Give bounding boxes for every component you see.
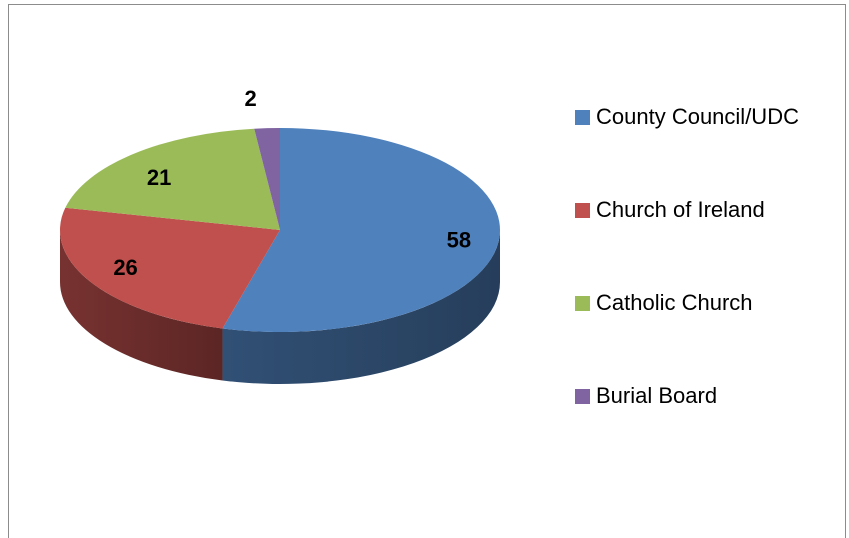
data-label: 26: [113, 255, 137, 280]
pie-slice-catholic-church: [65, 128, 281, 230]
pie-side-county-council-udc: [222, 230, 500, 384]
pie-slice-county-council-udc: [222, 128, 500, 332]
legend-swatch: [575, 109, 590, 125]
legend-item: Catholic Church: [575, 290, 753, 316]
legend-item: Church of Ireland: [575, 197, 765, 223]
legend-label: Catholic Church: [596, 290, 753, 315]
legend-item: County Council/UDC: [575, 104, 799, 130]
legend-label: Church of Ireland: [596, 197, 765, 222]
data-label: 58: [447, 227, 471, 252]
data-label: 21: [147, 165, 171, 190]
pie-slice-burial-board: [254, 128, 280, 230]
legend-label: County Council/UDC: [596, 104, 799, 129]
legend-swatch: [575, 388, 590, 404]
legend-swatch: [575, 202, 590, 218]
pie-slice-church-of-ireland: [59, 207, 280, 329]
legend-label: Burial Board: [596, 383, 718, 408]
legend-swatch: [575, 295, 590, 311]
legend-item: Burial Board: [575, 383, 717, 409]
pie-side-church-of-ireland: [60, 230, 223, 381]
data-label: 2: [244, 86, 256, 111]
